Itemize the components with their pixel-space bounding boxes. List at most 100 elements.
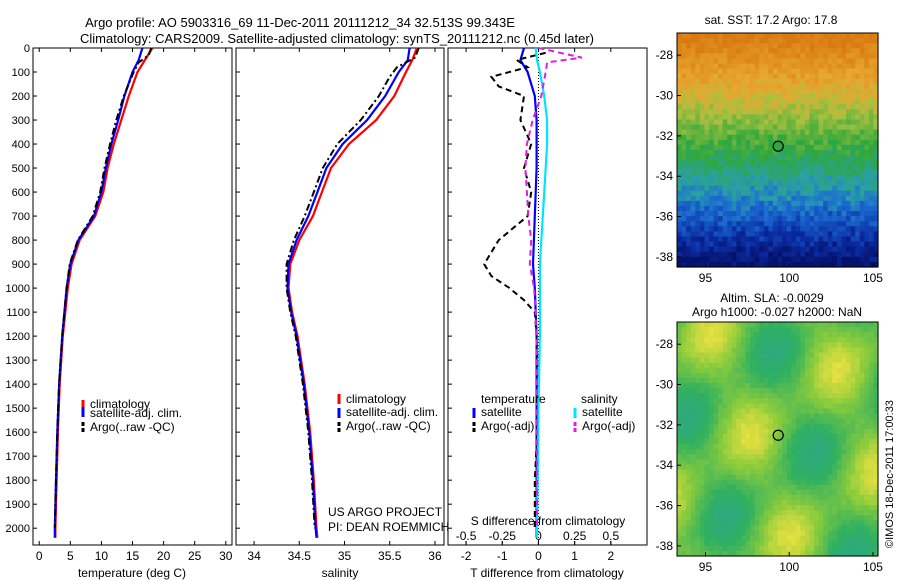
map-cell (677, 444, 683, 450)
map-cell (859, 114, 865, 121)
map-x-tick-label: 105 (863, 271, 883, 285)
map-cell (759, 439, 765, 445)
map-cell (695, 433, 701, 440)
map-cell (850, 226, 856, 232)
x-tick-label: 34.5 (288, 549, 312, 563)
map-cell (873, 38, 879, 44)
map-cell (731, 393, 737, 399)
map-cell (727, 251, 733, 258)
map-cell (791, 231, 797, 238)
series-satellite-temperature (519, 47, 538, 538)
map-cell (864, 367, 870, 374)
map-cell (722, 195, 728, 202)
map-cell (823, 474, 829, 481)
map-cell (809, 347, 815, 354)
map-cell (750, 408, 756, 415)
map-cell (750, 444, 756, 450)
map-cell (740, 377, 747, 384)
map-cell (814, 535, 820, 542)
map-cell (841, 144, 847, 151)
map-cell (740, 231, 747, 238)
map-cell (695, 63, 701, 70)
map-cell (750, 530, 756, 537)
map-cell (873, 155, 879, 161)
map-cell (686, 83, 692, 90)
map-cell (804, 109, 811, 115)
map-cell (736, 195, 742, 202)
map-cell (759, 58, 765, 65)
map-cell (868, 231, 875, 238)
map-cell (795, 88, 801, 95)
map-cell (836, 124, 843, 131)
map-cell (836, 383, 843, 389)
map-cell (786, 500, 792, 506)
map-cell (690, 185, 696, 192)
map-cell (727, 78, 733, 85)
map-cell (750, 175, 756, 182)
map-cell (832, 337, 838, 343)
map-cell (846, 73, 852, 80)
map-cell (713, 216, 719, 222)
map-cell (699, 124, 706, 131)
map-cell (827, 423, 833, 430)
map-cell (855, 428, 861, 435)
map-cell (740, 175, 747, 182)
map-cell (686, 94, 692, 100)
map-cell (763, 474, 769, 481)
map-cell (782, 155, 788, 161)
map-cell (750, 413, 756, 420)
map-cell (763, 53, 769, 60)
map-cell (763, 160, 769, 166)
map-cell (777, 241, 783, 248)
map-cell (836, 155, 843, 161)
map-cell (745, 231, 751, 238)
map-cell (740, 520, 747, 527)
map-cell (786, 479, 792, 486)
map-cell (864, 494, 870, 501)
map-cell (823, 398, 829, 404)
map-cell (868, 439, 875, 445)
map-cell (850, 83, 856, 90)
map-cell (814, 388, 820, 394)
map-cell (731, 211, 737, 217)
map-cell (686, 545, 692, 552)
series-climatology (287, 47, 418, 538)
map-cell (809, 327, 815, 333)
map-cell (873, 474, 879, 481)
map-cell (791, 464, 797, 471)
map-cell (800, 114, 806, 121)
map-cell (699, 150, 706, 156)
map-cell (708, 134, 715, 141)
map-cell (823, 525, 829, 532)
map-cell (754, 190, 760, 197)
map-y-tick-label: -30 (656, 89, 674, 103)
map-cell (722, 535, 728, 542)
map-cell (690, 33, 696, 39)
map-cell (754, 515, 760, 521)
map-cell (804, 246, 811, 253)
map-cell (722, 372, 728, 379)
map-cell (727, 58, 733, 65)
map-cell (791, 144, 797, 151)
map-cell (754, 479, 760, 486)
map-cell (827, 241, 833, 248)
map-cell (740, 261, 747, 268)
map-cell (686, 540, 692, 547)
map-cell (782, 150, 788, 156)
map-cell (740, 104, 747, 110)
map-cell (713, 474, 719, 481)
map-cell (850, 418, 856, 425)
map-cell (804, 398, 811, 404)
map-cell (722, 241, 728, 248)
map-cell (708, 165, 715, 171)
map-cell (836, 73, 843, 80)
map-cell (786, 200, 792, 207)
map-cell (699, 393, 706, 399)
map-cell (722, 454, 728, 460)
map-cell (695, 352, 701, 359)
map-cell (772, 256, 779, 263)
map-cell (722, 444, 728, 450)
map-cell (695, 83, 701, 90)
map-cell (713, 160, 719, 166)
map-cell (677, 170, 683, 177)
